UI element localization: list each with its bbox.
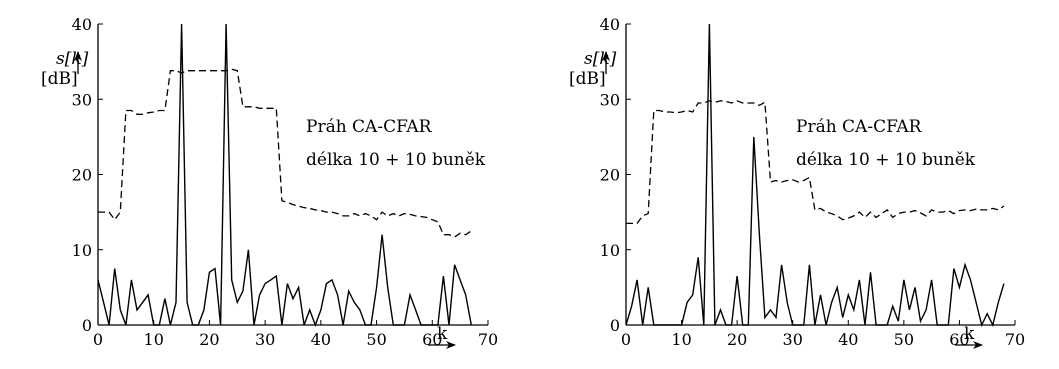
x-tick-label: 40 [311, 330, 331, 349]
y-tick-label: 0 [82, 316, 92, 335]
y-tick-label: 40 [600, 15, 620, 34]
y-tick-label: 10 [72, 241, 92, 260]
threshold-series-line [626, 100, 1005, 225]
y-tick-label: 40 [72, 15, 92, 34]
y-tick-label: 20 [72, 166, 92, 185]
x-tick-label: 0 [621, 330, 631, 349]
x-tick-label: 0 [93, 330, 103, 349]
chart-left: 0 10 20 30 40 50 60 70 0 10 20 30 40 s[k][dB] k Práh CA… [41, 15, 498, 349]
threshold-series-line [98, 68, 472, 238]
x-tick-label: 60 [422, 330, 442, 349]
annotation-line-2: délka 10 + 10 buněk [796, 150, 976, 170]
x-tick-label: 10 [144, 330, 164, 349]
x-axis-label: k [437, 324, 448, 344]
y-axis-label: s[k] [584, 49, 617, 69]
signal-series-line [625, 23, 1005, 328]
y-tick-label: 0 [610, 316, 620, 335]
x-tick-label: 60 [949, 330, 969, 349]
x-tick-label: 20 [199, 330, 219, 349]
x-tick-label: 30 [255, 330, 275, 349]
chart-right: 0 10 20 30 40 50 60 70 0 10 20 30 40 s[k][dB] k Práh CA… [569, 15, 1025, 349]
x-tick-label: 20 [727, 330, 747, 349]
x-tick-label: 10 [671, 330, 691, 349]
x-tick-label: 30 [783, 330, 803, 349]
x-tick-label: 70 [1005, 330, 1025, 349]
y-axis-unit: [dB] [569, 69, 606, 89]
x-tick-label: 70 [478, 330, 498, 349]
annotation-line-1: Práh CA-CFAR [306, 117, 433, 137]
y-axis-unit: [dB] [41, 69, 78, 89]
x-axis-label: k [964, 324, 975, 344]
x-tick-label: 50 [366, 330, 386, 349]
annotation-line-2: délka 10 + 10 buněk [306, 150, 486, 170]
x-tick-label: 40 [838, 330, 858, 349]
y-tick-label: 30 [72, 90, 92, 109]
signal-series-line [97, 23, 472, 328]
y-tick-label: 20 [600, 166, 620, 185]
y-tick-label: 30 [600, 90, 620, 109]
annotation-line-1: Práh CA-CFAR [796, 117, 923, 137]
y-tick-label: 10 [600, 241, 620, 260]
x-tick-label: 50 [894, 330, 914, 349]
y-axis-label: s[k] [56, 49, 89, 69]
